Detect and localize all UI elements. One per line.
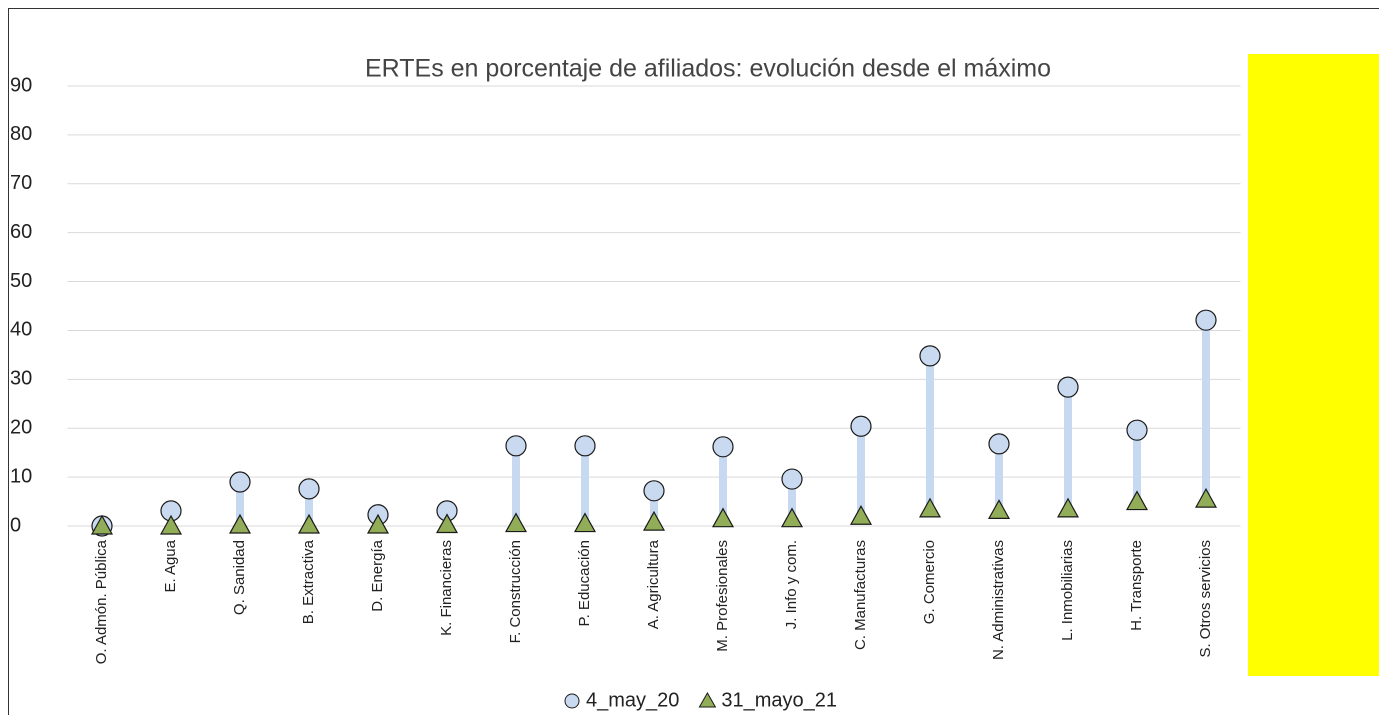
x-tick-label: P. Educación [576,540,593,626]
x-tick-label: M. Profesionales [714,540,731,652]
marker-triangle [159,514,183,535]
y-tick-label: 80 [10,123,32,145]
marker-triangle [504,512,528,533]
x-tick-label: S. Otros servicios [1197,540,1214,658]
marker-triangle [711,507,735,528]
legend-label: 31_mayo_21 [721,689,837,711]
marker-circle [781,468,803,490]
marker-triangle [435,513,459,534]
y-tick-label: 30 [10,368,32,390]
marker-circle [712,436,734,458]
y-tick-label: 90 [10,74,32,96]
y-tick-label: 20 [10,417,32,439]
marker-triangle [1125,490,1149,511]
x-tick-label: C. Manufacturas [852,540,869,650]
x-tick-label: F. Construcción [507,540,524,643]
marker-triangle [849,504,873,525]
marker-triangle [642,510,666,531]
marker-circle [850,415,872,437]
x-tick-label: D. Energía [369,539,386,611]
marker-triangle [228,513,252,534]
marker-circle [1057,376,1079,398]
y-tick-label: 50 [10,270,32,292]
x-tick-label: N. Administrativas [990,540,1007,660]
marker-circle [229,471,251,493]
highlight-box [1248,54,1379,676]
x-tick-label: O. Admón. Pública [93,539,110,664]
marker-triangle [90,514,114,535]
x-tick-label: L. Inmobiliarias [1059,540,1076,641]
y-tick-label: 10 [10,465,32,487]
marker-triangle [987,499,1011,519]
marker-circle [988,433,1010,455]
x-tick-label: K. Financieras [438,540,455,636]
legend-label: 4_may_20 [586,689,679,711]
chart-frame [8,8,1379,715]
y-tick-label: 60 [10,221,32,243]
legend-marker [698,691,717,708]
marker-circle [298,478,320,500]
x-tick-label: B. Extractiva [300,539,317,624]
marker-triangle [918,497,942,518]
marker-circle [574,435,596,457]
legend-marker [564,693,580,709]
x-tick-label: H. Transporte [1128,540,1145,631]
marker-triangle [573,512,597,533]
x-tick-label: G. Comercio [921,540,938,624]
chart-title: ERTEs en porcentaje de afiliados: evoluc… [365,55,1051,83]
marker-circle [1195,309,1217,331]
x-tick-label: Q. Sanidad [231,540,248,615]
marker-circle [1126,419,1148,441]
marker-triangle [297,513,321,534]
x-tick-label: E. Agua [162,539,179,592]
x-tick-label: A. Agricultura [645,539,662,629]
marker-triangle [366,513,390,534]
x-tick-label: J. Info y com. [783,540,800,629]
marker-circle [643,480,665,502]
y-tick-label: 0 [10,514,21,536]
y-tick-label: 70 [10,172,32,194]
y-tick-label: 40 [10,319,32,341]
marker-triangle [1056,497,1080,518]
marker-circle [919,345,941,367]
marker-triangle [780,507,804,528]
marker-circle [505,435,527,457]
marker-triangle [1194,487,1218,508]
